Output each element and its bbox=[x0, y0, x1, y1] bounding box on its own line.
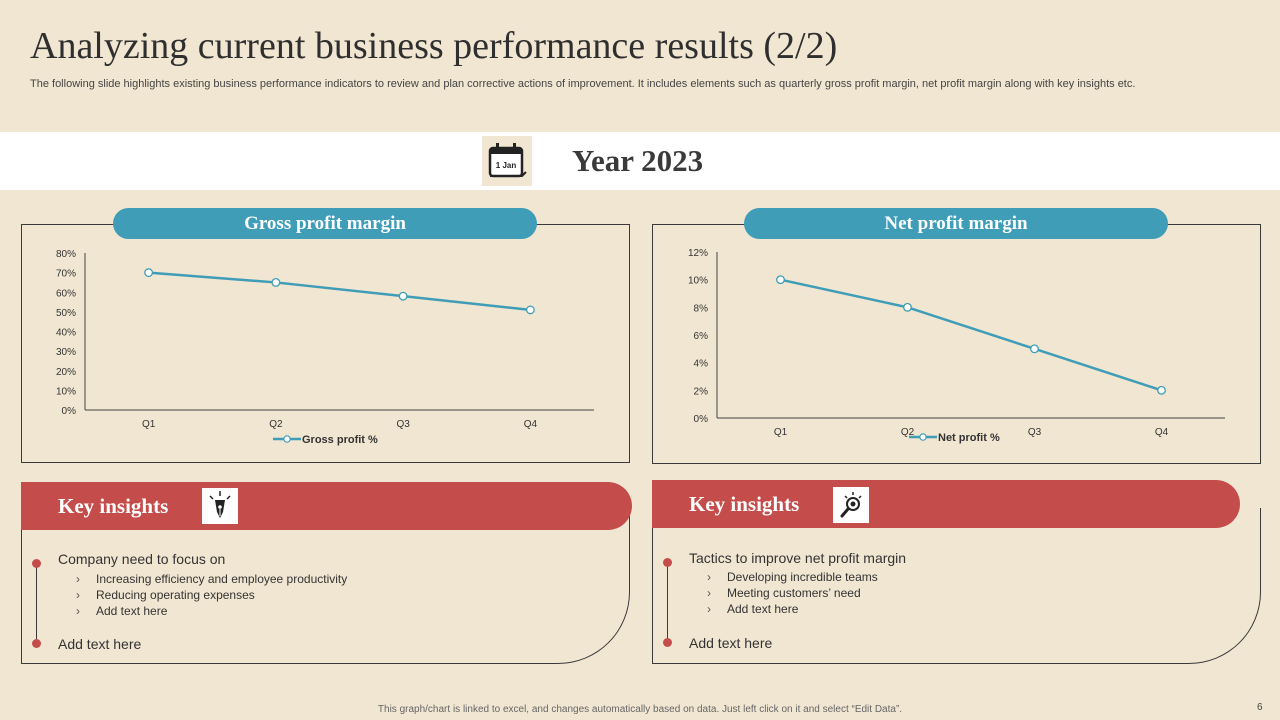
chevron-right-icon: › bbox=[707, 586, 711, 600]
lightbulb-magnifier-icon bbox=[833, 487, 869, 523]
legend-label: Net profit % bbox=[938, 432, 1000, 444]
insight-sub-item: › Add text here bbox=[76, 604, 168, 618]
chevron-right-icon: › bbox=[76, 572, 80, 586]
data-point bbox=[903, 302, 912, 312]
data-point bbox=[1157, 385, 1166, 395]
y-tick-label: 6% bbox=[694, 331, 709, 342]
y-tick-label: 12% bbox=[688, 248, 708, 259]
y-tick-label: 60% bbox=[56, 288, 76, 299]
insight-sub-item: › Developing incredible teams bbox=[707, 570, 878, 584]
data-point bbox=[144, 268, 154, 278]
calendar-icon: 1 Jan bbox=[482, 136, 532, 186]
y-tick-label: 20% bbox=[56, 367, 76, 378]
calendar-icon-text: 1 Jan bbox=[496, 161, 517, 170]
y-tick-label: 50% bbox=[56, 308, 76, 319]
insights-title-2: Key insights bbox=[689, 492, 800, 516]
y-tick-label: 0% bbox=[694, 414, 709, 425]
footer-note: This graph/chart is linked to excel, and… bbox=[377, 704, 903, 715]
page-title: Analyzing current business performance r… bbox=[30, 25, 838, 67]
year-band bbox=[0, 132, 1280, 190]
data-point bbox=[1030, 344, 1039, 354]
timeline-dot bbox=[32, 559, 41, 568]
x-tick-label: Q3 bbox=[396, 419, 410, 430]
calendar-icon-graphic: 1 Jan bbox=[488, 143, 527, 178]
data-point bbox=[525, 305, 535, 315]
x-tick-label: Q2 bbox=[901, 427, 915, 438]
data-point bbox=[776, 275, 785, 285]
data-point bbox=[271, 277, 281, 287]
x-tick-label: Q1 bbox=[142, 419, 156, 430]
year-label: Year 2023 bbox=[572, 143, 704, 178]
y-tick-label: 8% bbox=[694, 303, 709, 314]
insights-title-1: Key insights bbox=[58, 494, 169, 518]
net-profit-title: Net profit margin bbox=[744, 208, 1168, 239]
insights-header-1 bbox=[21, 482, 632, 530]
y-tick-label: 80% bbox=[56, 249, 76, 260]
x-tick-label: Q1 bbox=[774, 427, 788, 438]
x-tick-label: Q2 bbox=[269, 419, 283, 430]
insight-sub-item: › Reducing operating expenses bbox=[76, 588, 255, 602]
insights-box-2 bbox=[652, 508, 1261, 664]
insight-main-item: Company need to focus on bbox=[58, 551, 226, 567]
chevron-right-icon: › bbox=[76, 588, 80, 602]
net-profit-chart: 0% 2% 4% 6% 8% 10% 12% Q1 Q2 Q3 Q4 Net profit % bbox=[688, 248, 1225, 444]
chevron-right-icon: › bbox=[707, 570, 711, 584]
y-tick-label: 10% bbox=[688, 276, 708, 287]
gross-profit-title: Gross profit margin bbox=[113, 208, 537, 239]
insight-bottom-item: Add text here bbox=[58, 636, 142, 652]
pen-nib-icon bbox=[202, 488, 238, 524]
insight-sub-item: › Increasing efficiency and employee prod… bbox=[76, 572, 348, 586]
timeline-dot bbox=[663, 638, 672, 647]
insight-sub-item: › Meeting customers’ need bbox=[707, 586, 861, 600]
legend-marker bbox=[283, 435, 291, 443]
chevron-right-icon: › bbox=[76, 604, 80, 618]
series-line bbox=[780, 278, 1162, 392]
legend-marker bbox=[919, 433, 927, 441]
series-line bbox=[148, 271, 531, 312]
timeline-dot bbox=[663, 558, 672, 567]
y-tick-label: 70% bbox=[56, 269, 76, 280]
y-tick-label: 4% bbox=[694, 359, 709, 370]
x-tick-label: Q4 bbox=[524, 419, 538, 430]
page-subtitle: The following slide highlights existing … bbox=[30, 78, 1136, 90]
page-number: 6 bbox=[1257, 702, 1263, 713]
timeline-dot bbox=[32, 639, 41, 648]
insights-timeline-2 bbox=[667, 562, 668, 642]
insights-header-2 bbox=[652, 480, 1240, 528]
insights-box-1 bbox=[21, 510, 630, 664]
gross-profit-chart: 0% 10% 20% 30% 40% 50% 60% 70% 80% Q1 Q2 Q3 Q4 Gross … bbox=[56, 249, 594, 446]
y-tick-label: 0% bbox=[62, 406, 77, 417]
insight-sub-item: › Add text here bbox=[707, 602, 799, 616]
insight-main-item: Tactics to improve net profit margin bbox=[689, 550, 907, 566]
chevron-right-icon: › bbox=[707, 602, 711, 616]
y-tick-label: 40% bbox=[56, 328, 76, 339]
y-tick-label: 10% bbox=[56, 386, 76, 397]
y-tick-label: 30% bbox=[56, 347, 76, 358]
x-tick-label: Q4 bbox=[1155, 427, 1169, 438]
y-tick-label: 2% bbox=[694, 386, 709, 397]
legend-label: Gross profit % bbox=[302, 434, 378, 446]
insights-timeline-1 bbox=[36, 563, 37, 643]
insight-bottom-item: Add text here bbox=[689, 635, 773, 651]
x-tick-label: Q3 bbox=[1028, 427, 1042, 438]
data-point bbox=[398, 291, 408, 301]
